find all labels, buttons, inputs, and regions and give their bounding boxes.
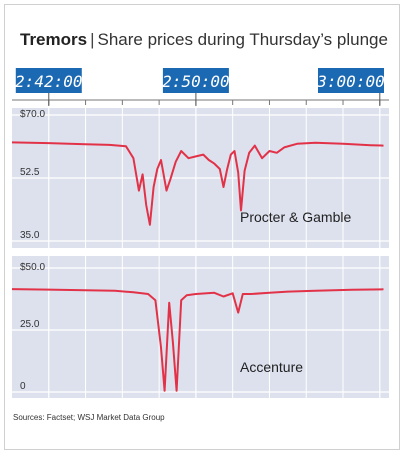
time-label: 2:50:00	[162, 72, 229, 91]
title-subtitle: Share prices during Thursday’s plunge	[97, 30, 388, 49]
chart-frame	[4, 4, 400, 450]
time-label-box	[318, 68, 384, 93]
series-label-pg: Procter & Gamble	[240, 209, 351, 225]
y-tick-label: 25.0	[20, 319, 40, 330]
panel-background-accenture	[12, 256, 389, 398]
time-label-box	[15, 68, 82, 93]
y-tick-label: $70.0	[20, 109, 45, 120]
time-label: 3:00:00	[316, 72, 384, 91]
y-tick-label: 35.0	[20, 230, 40, 241]
y-tick-label: $50.0	[20, 262, 45, 273]
series-label-accenture: Accenture	[240, 359, 303, 375]
series-line-pg	[11, 141, 384, 226]
y-tick-label: 52.5	[20, 167, 40, 178]
title-separator: |	[90, 30, 95, 49]
y-tick-label: 0	[20, 381, 26, 392]
series-line-accenture	[11, 288, 384, 392]
time-label: 2:42:00	[15, 72, 82, 91]
time-label-box	[162, 68, 229, 93]
title-bold: Tremors	[20, 30, 88, 49]
chart-title: Tremors | Share prices during Thursday’s p…	[20, 30, 388, 50]
source-note: Sources: Factset; WSJ Market Data Group	[13, 413, 165, 422]
